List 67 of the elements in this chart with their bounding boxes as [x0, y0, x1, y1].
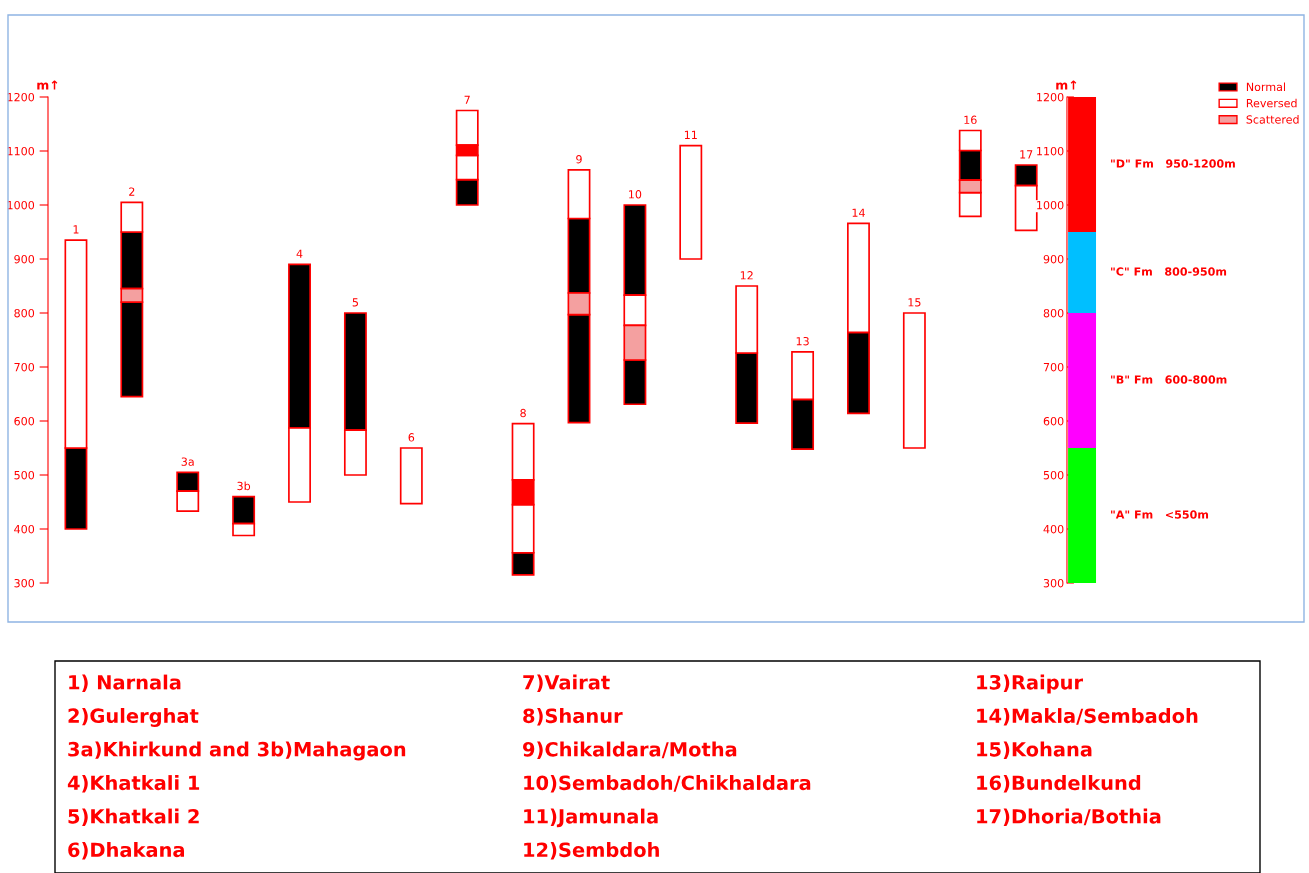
- y2-tick-label: 1200: [1037, 92, 1064, 102]
- x-tick-label: 5: [352, 298, 358, 307]
- y2-tick-label: 1100: [1037, 146, 1064, 156]
- y-tick-label: 600: [14, 416, 35, 426]
- y2-tick-label: 500: [1043, 470, 1064, 480]
- y2-tick-label: 300: [1043, 578, 1064, 588]
- y2-tick-label: 800: [1043, 308, 1064, 318]
- bar: [399, 447, 423, 505]
- x-tick-label: 12: [740, 271, 753, 280]
- x-tick-label: 9: [576, 155, 582, 164]
- y2-tick-label: 700: [1043, 362, 1064, 372]
- x-tick-label: 8: [520, 408, 526, 418]
- text: 14)Makla/Sembadoh: [977, 708, 1198, 726]
- y-tick-label: 800: [14, 308, 35, 318]
- text: 12)Sembdoh: [524, 842, 659, 860]
- y2-tick-label: 400: [1043, 524, 1064, 534]
- y2-axis-title: m↑: [1056, 80, 1077, 90]
- text: 6)Dhakana: [68, 842, 185, 860]
- text: 10)Sembadoh/Chikhaldara: [524, 775, 811, 793]
- text: 9)Chikaldara/Motha: [523, 741, 737, 759]
- y-tick-label: 900: [14, 254, 35, 264]
- y-tick-label: 500: [14, 470, 35, 480]
- series-label: "A" Fm <550m: [1111, 510, 1209, 519]
- y-axis-title: m↑: [37, 80, 58, 90]
- x-tick-label: 13: [796, 337, 809, 346]
- text: 17)Dhoria/Bothia: [977, 808, 1161, 826]
- x-tick-label: 17: [1020, 150, 1033, 159]
- x-tick-label: 10: [629, 190, 642, 199]
- x-tick-label: 14: [852, 208, 865, 217]
- y2-tick-label: 900: [1043, 254, 1064, 264]
- text: 8)Shanur: [523, 708, 623, 726]
- bar: [902, 312, 926, 449]
- text: 15)Kohana: [977, 741, 1092, 759]
- x-tick-label: 16: [964, 115, 977, 125]
- text: 1) Narnala: [69, 674, 181, 692]
- text: 13)Raipur: [977, 674, 1083, 694]
- text: 2)Gulerghat: [68, 708, 199, 727]
- x-tick-label: 1: [73, 225, 79, 234]
- text: 16)Bundelkund: [977, 775, 1141, 793]
- text: 5)Khatkali 2: [68, 808, 199, 826]
- x-tick-label: 11: [684, 130, 697, 139]
- y2-tick-label: 600: [1043, 416, 1064, 426]
- legend-label: Reversed: [1246, 98, 1297, 108]
- x-tick-label: 15: [908, 298, 921, 307]
- text: 3a)Khirkund and 3b)Mahagaon: [68, 741, 406, 761]
- y2-tick-label: 1000: [1037, 200, 1064, 210]
- y-tick-label: 400: [14, 524, 35, 534]
- legend-label: Normal: [1246, 82, 1285, 92]
- series-label: "C" Fm 800-950m: [1111, 267, 1227, 276]
- y-tick-label: 300: [14, 578, 35, 588]
- x-tick-label: 6: [408, 433, 415, 442]
- y-tick-label: 700: [14, 362, 35, 372]
- x-tick-label: 7: [464, 95, 470, 104]
- text: 4)Khatkali 1: [67, 775, 200, 793]
- y-tick-label: 1200: [7, 92, 35, 102]
- series-label: "B" Fm 600-800m: [1111, 375, 1227, 384]
- x-tick-label: 3a: [181, 457, 194, 466]
- x-tick-label: 3b: [237, 481, 251, 491]
- y-tick-label: 1100: [7, 146, 35, 156]
- bar: [679, 144, 703, 260]
- x-tick-label: 4: [296, 249, 303, 258]
- text: 11)Jamunala: [524, 808, 658, 828]
- series-label: "D" Fm 950-1200m: [1111, 159, 1235, 168]
- x-tick-label: 2: [129, 187, 135, 196]
- text: 7)Vairat: [523, 674, 610, 692]
- legend-label: Scattered: [1246, 115, 1299, 124]
- y-tick-label: 1000: [7, 200, 35, 210]
